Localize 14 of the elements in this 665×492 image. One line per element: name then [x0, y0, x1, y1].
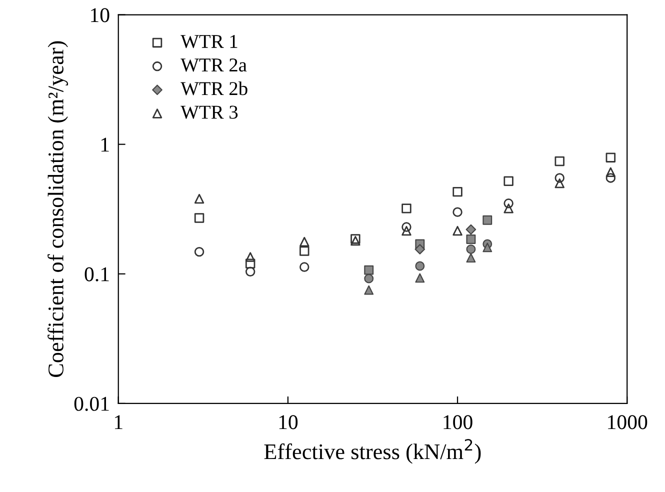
y-tick-label: 0.01 — [74, 396, 109, 411]
x-axis-title: Effective stress (kN/m$^{2}$) — [264, 439, 481, 464]
x-tick-label: 100 — [444, 415, 472, 430]
x-tick-label: 10 — [279, 415, 298, 430]
y-tick-label: 10 — [91, 8, 110, 22]
x-tick-label: 1 — [114, 415, 122, 430]
legend-label: WTR 2a — [180, 58, 247, 72]
y-tick-label: 1 — [101, 138, 109, 152]
legend-label: WTR 1 — [180, 34, 238, 48]
y-tick-label: 0.1 — [84, 267, 109, 282]
y-axis-title: Coefficient of consolidation (m²/year) — [48, 41, 68, 378]
x-tick-label: 1000 — [608, 415, 648, 430]
legend-label: WTR 3 — [180, 106, 238, 119]
legend-label: WTR 2b — [180, 81, 248, 96]
